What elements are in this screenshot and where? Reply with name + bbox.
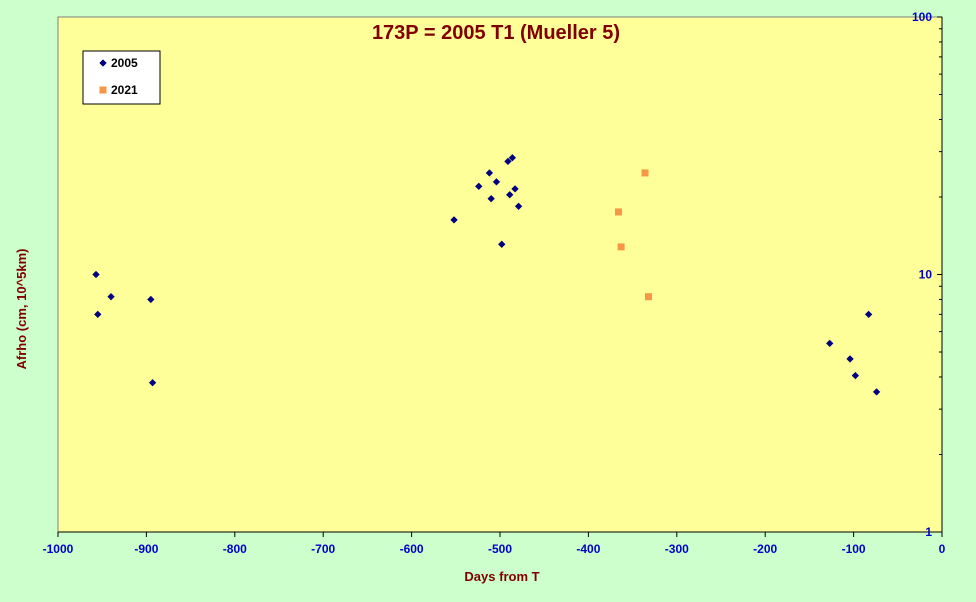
data-point-2005 — [107, 292, 115, 301]
data-point-2005 — [872, 388, 881, 396]
data-point-2005 — [498, 240, 506, 249]
data-point-2005 — [94, 310, 102, 319]
data-point-2021 — [617, 243, 625, 251]
x-axis-label: Days from T — [464, 569, 539, 584]
data-point-2005 — [508, 154, 517, 162]
x-tick-label: -500 — [488, 542, 512, 556]
x-tick-label: -100 — [842, 542, 866, 556]
data-point-2005 — [505, 191, 514, 199]
data-point-2005 — [492, 178, 501, 186]
data-point-2021 — [614, 208, 622, 216]
data-point-2005 — [92, 270, 100, 279]
legend-label-2005: 2005 — [111, 56, 138, 70]
axes: -1000 -900 -800 -700 -600 -500 -400 -300 -200 -10… — [43, 10, 946, 556]
data-point-2005 — [846, 355, 854, 363]
data-point-2021 — [641, 169, 649, 177]
x-tick-label: -700 — [311, 542, 335, 556]
data-point-2005 — [504, 157, 512, 166]
legend: 2005 2021 — [82, 50, 161, 105]
data-point-2005 — [450, 216, 458, 224]
legend-marker-2021 — [99, 86, 107, 94]
y-axis-label: Afrho (cm, 10^5km) — [14, 248, 29, 369]
chart-title: 173P = 2005 T1 (Mueller 5) — [372, 22, 620, 44]
y-tick-label: 100 — [912, 10, 932, 24]
data-point-2005 — [147, 295, 155, 304]
x-tick-label: 0 — [939, 542, 946, 556]
data-point-2005 — [851, 371, 860, 380]
legend-marker-2005 — [99, 59, 107, 67]
data-point-2005 — [825, 339, 834, 348]
x-tick-label: -400 — [576, 542, 600, 556]
legend-box — [82, 50, 161, 105]
data-point-2005 — [475, 182, 483, 191]
y-tick-label: 1 — [925, 525, 932, 539]
legend-label-2021: 2021 — [111, 83, 138, 97]
x-tick-label: -200 — [753, 542, 777, 556]
x-tick-label: -900 — [134, 542, 158, 556]
data-point-2005 — [864, 310, 873, 319]
data-point-2005 — [511, 185, 519, 193]
x-tick-label: -1000 — [43, 542, 74, 556]
data-point-2005 — [487, 194, 495, 203]
plot-area — [57, 16, 943, 533]
x-tick-label: -600 — [400, 542, 424, 556]
data-point-2005 — [514, 202, 523, 211]
data-point-2021 — [645, 293, 653, 301]
x-tick-label: -300 — [665, 542, 689, 556]
data-point-2005 — [148, 378, 157, 387]
data-points — [92, 154, 881, 396]
data-point-2005 — [485, 169, 494, 177]
x-tick-label: -800 — [223, 542, 247, 556]
y-tick-label: 10 — [919, 268, 933, 282]
